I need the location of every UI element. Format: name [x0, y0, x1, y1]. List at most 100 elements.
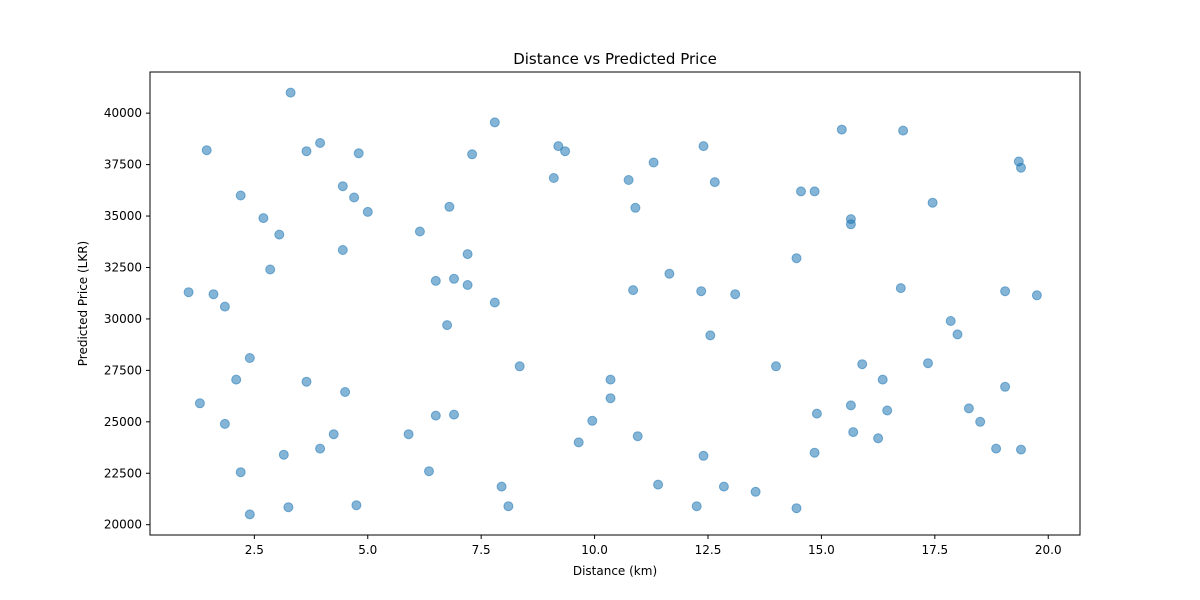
data-point-57 [696, 286, 707, 297]
data-point-47 [553, 141, 564, 152]
data-point-41 [403, 429, 414, 440]
x-tick-label: 5.0 [358, 543, 377, 557]
data-point-34 [462, 249, 473, 260]
data-point-71 [836, 124, 847, 135]
data-point-74 [845, 219, 856, 230]
data-point-50 [630, 202, 641, 213]
data-point-68 [691, 501, 702, 512]
data-point-52 [648, 157, 659, 168]
plot-frame [149, 71, 1081, 536]
data-point-28 [283, 502, 294, 513]
data-point-72 [898, 125, 909, 136]
data-point-30 [489, 117, 500, 128]
x-tick-label: 7.5 [472, 543, 491, 557]
data-point-8 [274, 229, 285, 240]
data-point-3 [301, 146, 312, 157]
y-tick-label: 35000 [104, 209, 142, 223]
data-point-18 [231, 374, 242, 385]
data-point-7 [258, 213, 269, 224]
data-point-79 [857, 359, 868, 370]
data-point-83 [882, 405, 893, 416]
data-point-33 [414, 226, 425, 237]
data-point-9 [337, 181, 348, 192]
data-point-97 [963, 403, 974, 414]
data-point-100 [1016, 444, 1026, 455]
data-point-76 [791, 253, 802, 264]
data-point-85 [848, 427, 859, 438]
y-tick-label: 37500 [104, 158, 142, 172]
data-point-95 [1031, 290, 1042, 301]
chart-title: Distance vs Predicted Price [513, 50, 717, 68]
data-point-54 [709, 177, 720, 188]
data-point-51 [623, 175, 634, 185]
data-point-81 [923, 358, 933, 369]
x-tick-label: 17.5 [921, 543, 948, 557]
data-point-89 [791, 503, 802, 514]
data-point-48 [560, 146, 571, 157]
y-tick-label: 32500 [104, 260, 142, 274]
y-tick-label: 25000 [104, 415, 142, 429]
data-point-56 [628, 285, 639, 296]
data-point-20 [340, 387, 351, 397]
data-point-5 [353, 148, 364, 159]
data-point-65 [698, 450, 709, 461]
data-point-14 [183, 287, 194, 298]
data-point-66 [653, 479, 664, 490]
x-tick-label: 15.0 [808, 543, 835, 557]
data-point-77 [895, 283, 906, 294]
data-point-19 [301, 376, 312, 387]
data-point-63 [573, 437, 584, 448]
data-point-4 [315, 138, 326, 148]
data-point-91 [1016, 162, 1026, 173]
data-point-49 [548, 173, 559, 183]
data-point-42 [430, 410, 441, 421]
data-point-39 [442, 320, 453, 331]
data-point-32 [444, 201, 455, 212]
data-point-88 [750, 486, 761, 497]
data-point-53 [698, 141, 709, 152]
x-axis-label: Distance (km) [573, 564, 657, 578]
y-axis-label: Predicted Price (LKR) [76, 241, 90, 367]
data-point-84 [811, 408, 822, 419]
data-point-24 [315, 443, 326, 454]
data-point-44 [424, 466, 434, 477]
points-layer [183, 87, 1042, 520]
y-axis-ticks: 20000 22500 25000 27500 30000 32500 35000 37500… [104, 106, 150, 532]
data-point-60 [605, 374, 616, 385]
data-point-55 [664, 268, 675, 279]
data-point-11 [362, 206, 373, 217]
x-axis-ticks: 2.5 5.0 7.5 10.0 12.5 15.0 17.5 20.0 [245, 535, 1062, 557]
data-point-92 [945, 316, 956, 326]
data-point-45 [496, 481, 507, 492]
data-point-46 [503, 501, 514, 512]
data-point-99 [991, 443, 1002, 454]
data-point-69 [796, 186, 806, 197]
data-point-29 [351, 500, 362, 511]
data-point-75 [927, 197, 938, 208]
data-point-2 [201, 145, 212, 156]
data-point-27 [244, 509, 255, 520]
data-point-1 [285, 87, 296, 98]
data-point-10 [349, 192, 360, 203]
y-tick-label: 20000 [104, 518, 142, 532]
data-point-17 [244, 353, 255, 363]
data-point-6 [235, 190, 246, 201]
data-point-87 [809, 447, 820, 458]
y-tick-label: 30000 [104, 312, 142, 326]
data-point-93 [952, 329, 963, 340]
data-point-16 [219, 301, 230, 312]
data-point-13 [337, 245, 348, 255]
y-tick-label: 27500 [104, 363, 142, 377]
x-tick-label: 20.0 [1035, 543, 1062, 557]
data-point-96 [1000, 381, 1011, 392]
data-point-62 [587, 415, 598, 426]
data-point-70 [809, 186, 820, 197]
data-point-35 [430, 275, 441, 286]
data-point-67 [718, 481, 729, 492]
data-point-86 [873, 433, 884, 444]
x-tick-label: 2.5 [245, 543, 264, 557]
data-point-37 [462, 280, 473, 290]
x-tick-label: 10.0 [581, 543, 608, 557]
data-point-31 [467, 149, 478, 160]
